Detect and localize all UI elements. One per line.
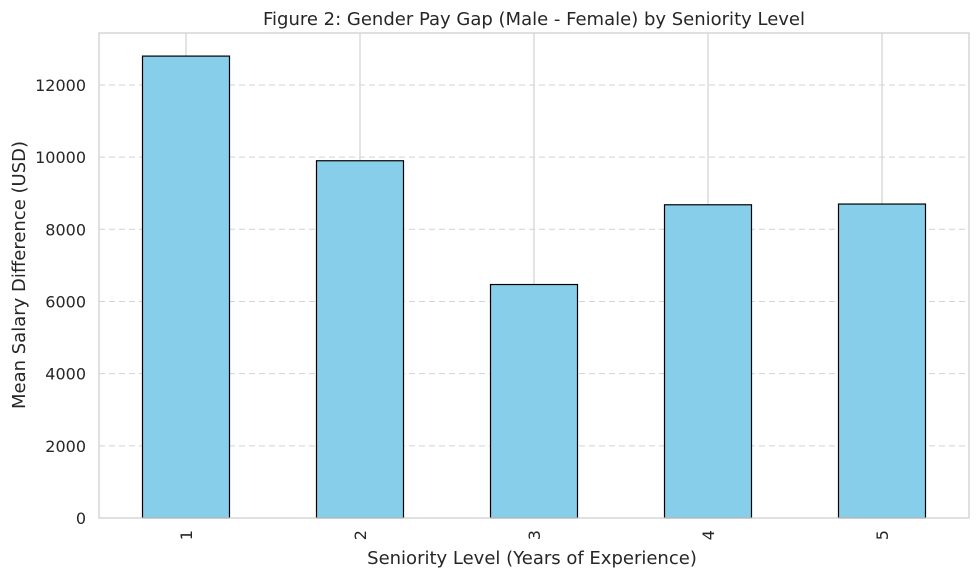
y-tick-labels: 0 2000 4000 6000 8000 10000 12000 (35, 76, 86, 528)
y-tick-label: 8000 (45, 220, 86, 239)
x-tick-label: 2 (351, 530, 370, 540)
x-tick-label: 1 (177, 530, 196, 540)
y-tick-label: 0 (76, 509, 86, 528)
y-tick-label: 4000 (45, 365, 86, 384)
bar-level-3 (489, 283, 579, 519)
y-tick-label: 2000 (45, 437, 86, 456)
bar-level-2 (315, 160, 405, 519)
y-tick-label: 6000 (45, 292, 86, 311)
y-axis-label: Mean Salary Difference (USD) (9, 141, 30, 409)
x-tick-labels: 1 2 3 4 5 (177, 530, 892, 540)
y-tick-label: 10000 (35, 148, 86, 167)
bar-level-1 (141, 55, 231, 519)
x-axis-label: Seniority Level (Years of Experience) (367, 548, 697, 569)
x-tick-label: 5 (873, 530, 892, 540)
bar-level-5 (837, 203, 927, 519)
x-tick-label: 3 (525, 530, 544, 540)
x-tick-label: 4 (699, 530, 718, 540)
bar-level-4 (663, 204, 753, 519)
chart-title: Figure 2: Gender Pay Gap (Male - Female)… (263, 9, 805, 30)
bars-layer (141, 55, 927, 519)
plot-frame (98, 32, 970, 519)
y-tick-label: 12000 (35, 76, 86, 95)
